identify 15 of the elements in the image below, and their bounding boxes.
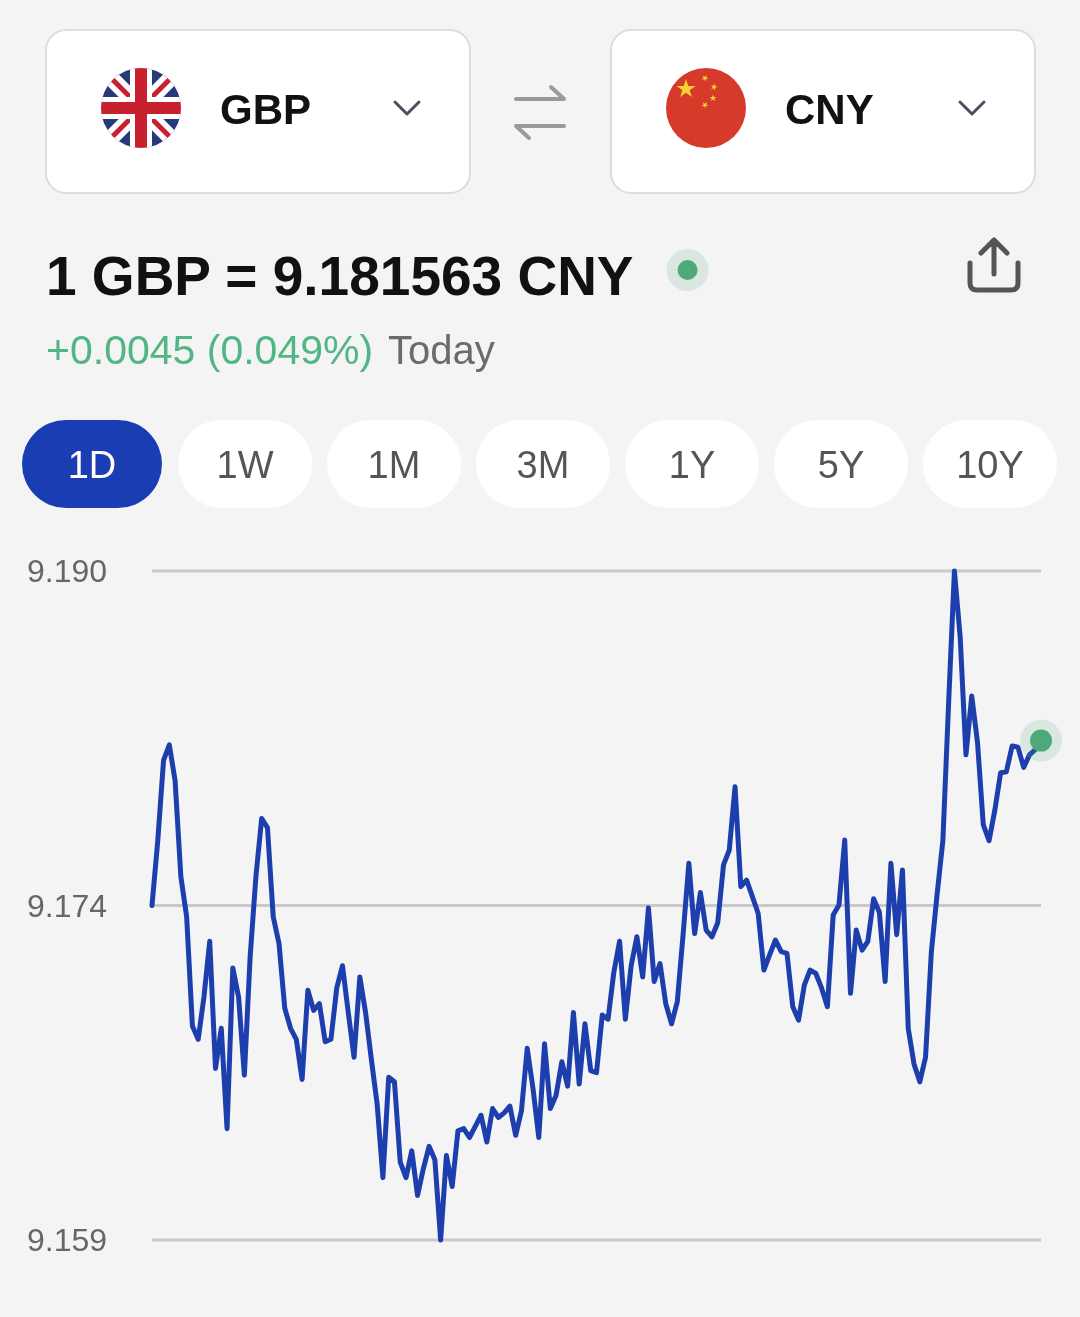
text: 1Y: [668, 444, 716, 486]
y-tick-label: 9.159: [27, 1222, 108, 1259]
y-tick-label: 9.174: [27, 887, 108, 924]
text: GBP: [220, 86, 312, 133]
text: Today: [388, 328, 495, 372]
chart-title: 1 GBP = 9.181563 CNY: [46, 245, 634, 307]
chart-subtitle: +0.0045 (0.049%): [46, 327, 374, 373]
text: 5Y: [817, 444, 865, 486]
text: CNY: [785, 86, 874, 133]
text: 1M: [367, 444, 421, 486]
text: 3M: [516, 444, 570, 486]
text: 1W: [216, 444, 274, 486]
text: 10Y: [956, 444, 1024, 486]
y-tick-label: 9.190: [27, 553, 108, 590]
text: 1D: [67, 444, 117, 486]
